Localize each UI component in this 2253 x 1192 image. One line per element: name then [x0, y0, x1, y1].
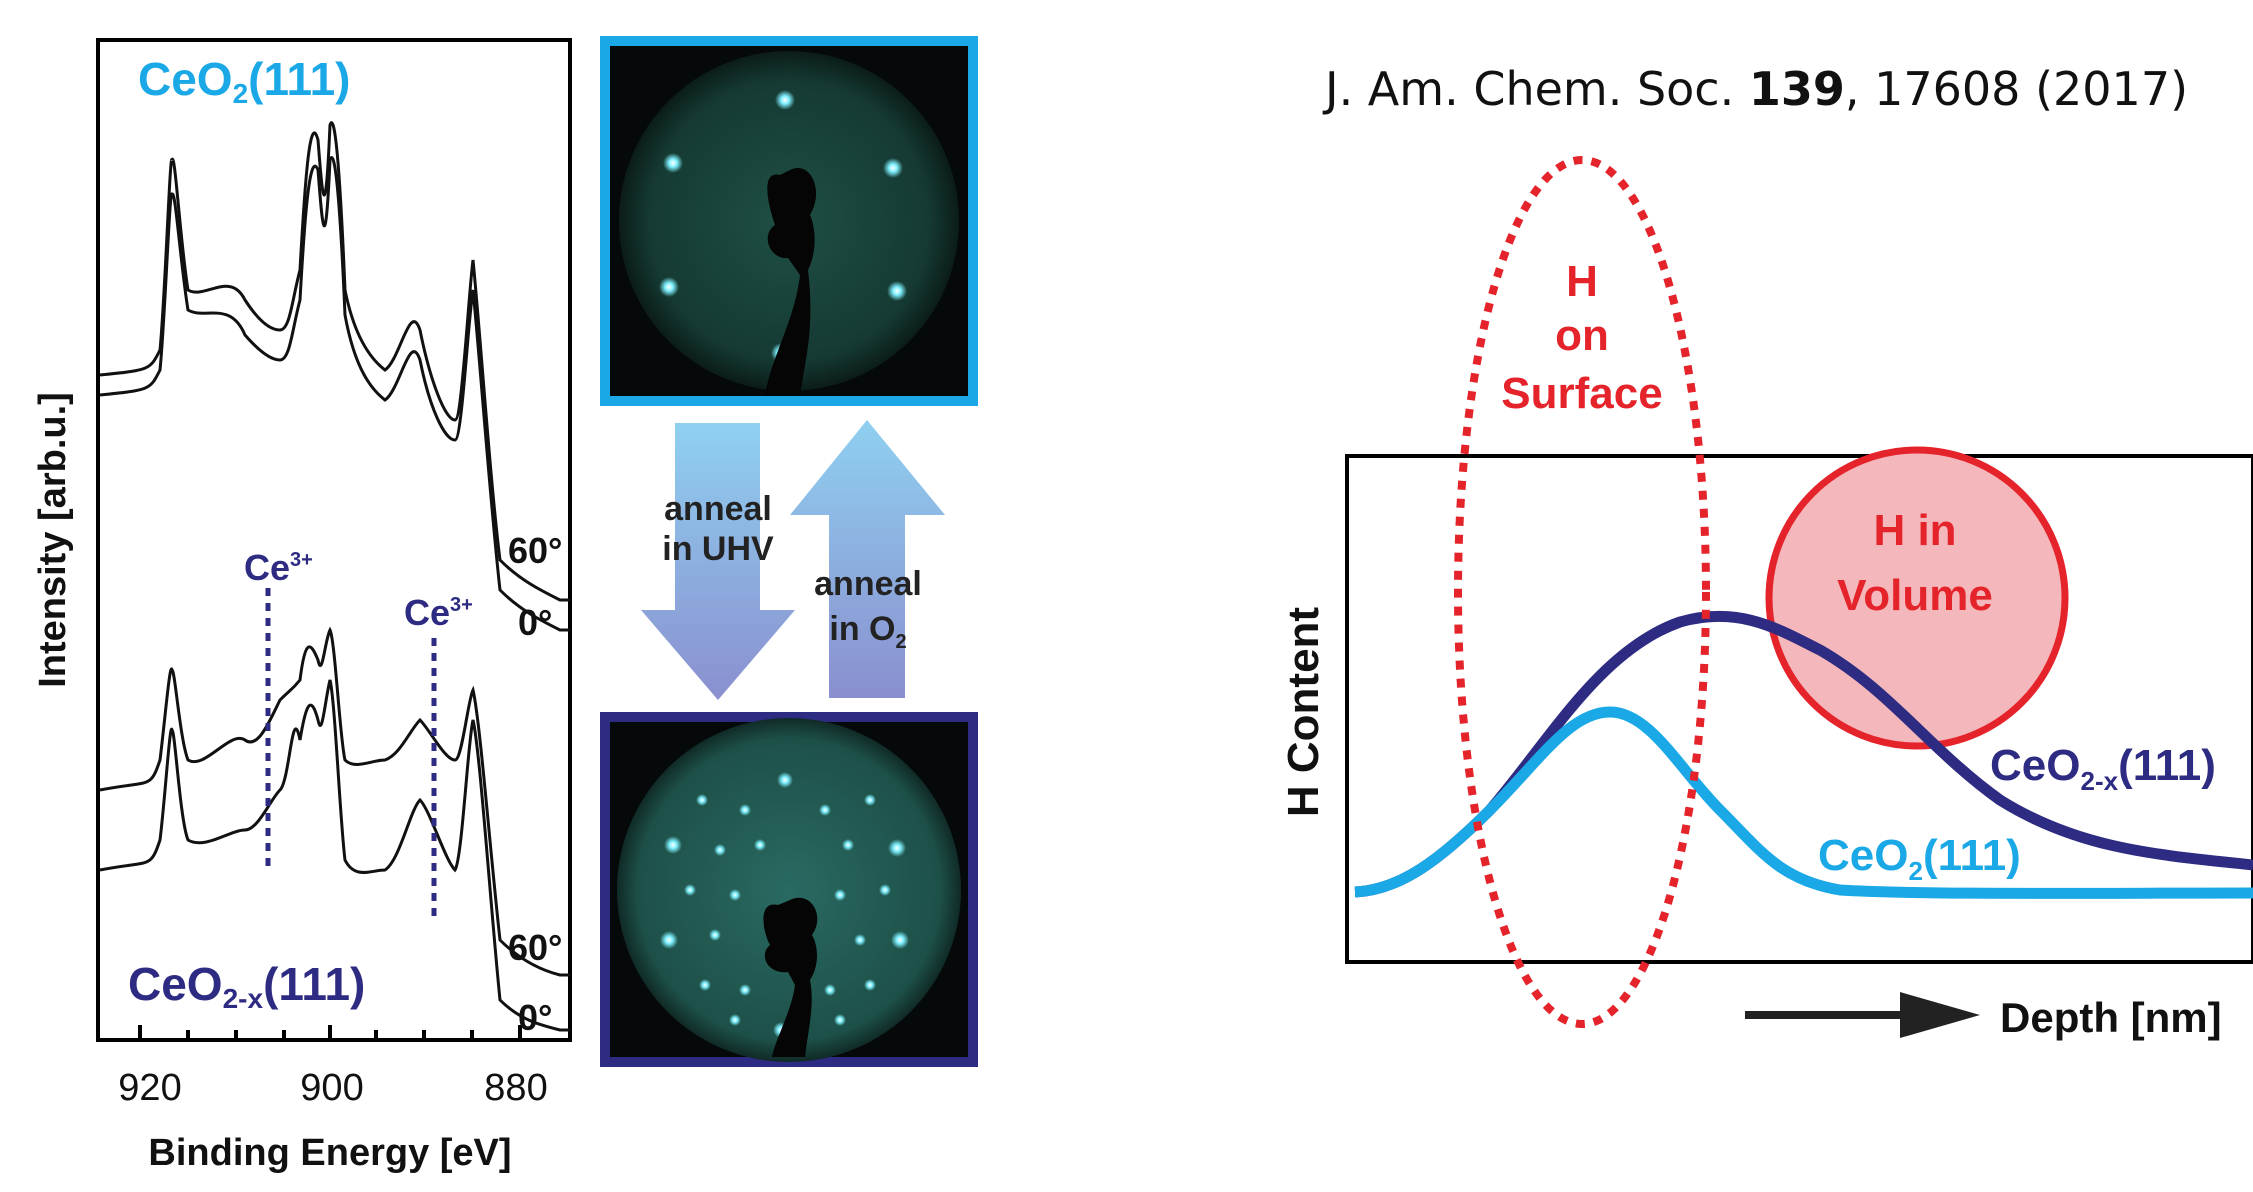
- ce3-label-left: Ce3+: [244, 547, 313, 588]
- xps-yaxis-label: Intensity [arb.u.]: [32, 392, 74, 688]
- volume-label-line1: H in: [1873, 506, 1956, 555]
- anneal-o2-arrow: [790, 420, 945, 698]
- diffraction-spot: [729, 889, 741, 901]
- surface-label-line3: Surface: [1501, 369, 1662, 418]
- diffraction-spot: [664, 836, 682, 854]
- anneal-uhv-label-line2: in UHV: [662, 530, 774, 568]
- xps-xtick-label: 880: [484, 1067, 547, 1109]
- series-label-ceo2: CeO2(111): [1818, 831, 2021, 886]
- diffraction-spot: [699, 979, 711, 991]
- angle-label: 60°: [508, 530, 562, 571]
- diffraction-spot: [864, 979, 876, 991]
- diffraction-spot: [775, 90, 795, 110]
- diffraction-spot: [777, 772, 793, 788]
- h-in-volume-circle: [1765, 446, 2069, 750]
- anneal-o2-label-line2: in O2: [829, 610, 906, 653]
- series-label-ceo2x: CeO2-x(111): [1990, 741, 2216, 796]
- schematic-yaxis-label: H Content: [1279, 607, 1328, 818]
- diffraction-spot: [854, 934, 866, 946]
- diffraction-spot: [754, 839, 766, 851]
- surface-label-line2: on: [1555, 311, 1609, 360]
- diffraction-spot: [891, 931, 909, 949]
- diffraction-spot: [879, 884, 891, 896]
- diffraction-spot: [660, 931, 678, 949]
- angle-label: 60°: [508, 927, 562, 968]
- diffraction-spot: [887, 281, 907, 301]
- leed-top-electron-gun: [765, 168, 817, 396]
- citation: J. Am. Chem. Soc. 139, 17608 (2017): [1325, 62, 2188, 116]
- anneal-uhv-arrow: [641, 423, 795, 700]
- diffraction-spot: [819, 804, 831, 816]
- diffraction-spot: [834, 1014, 846, 1026]
- diffraction-spot: [864, 794, 876, 806]
- xps-xaxis-ticks: [138, 1025, 522, 1040]
- diffraction-spot: [663, 153, 683, 173]
- xps-xtick-label: 920: [118, 1067, 181, 1109]
- xps-xaxis-label: Binding Energy [eV]: [148, 1132, 511, 1174]
- curve-ceo2: [1354, 706, 2253, 899]
- diffraction-spot: [659, 277, 679, 297]
- xps-trace-ceo2-60deg: [99, 121, 570, 602]
- diffraction-spot: [834, 889, 846, 901]
- anneal-o2-label-line1: anneal: [814, 565, 922, 603]
- diffraction-spot: [739, 984, 751, 996]
- xps-frame: [96, 38, 572, 1042]
- diffraction-spot: [709, 929, 721, 941]
- surface-label-line1: H: [1566, 257, 1598, 306]
- xps-angle-labels: 60° 0° 60° 0°: [508, 530, 562, 1038]
- diffraction-spot: [888, 839, 906, 857]
- h-on-surface-label: H on Surface: [1501, 257, 1662, 418]
- diffraction-spot: [696, 794, 708, 806]
- diffraction-spot: [739, 804, 751, 816]
- xps-xtick-labels: 920 900 880: [118, 1067, 547, 1109]
- xps-panel: 920 900 880 Binding Energy [eV] Intensit…: [32, 38, 572, 1174]
- diffraction-spot: [824, 984, 836, 996]
- xps-trace-ceo2-0deg: [99, 156, 570, 632]
- h-in-volume-label: H in Volume: [1837, 506, 1993, 620]
- ce3-label-right: Ce3+: [404, 592, 473, 633]
- volume-label-line2: Volume: [1837, 571, 1993, 620]
- xps-trace-ceo2x-60deg: [99, 626, 570, 977]
- diffraction-spot: [684, 884, 696, 896]
- angle-label: 0°: [518, 997, 552, 1038]
- diffraction-spot: [714, 844, 726, 856]
- diffraction-spot: [842, 839, 854, 851]
- xps-label-ceo2x: CeO2-x(111): [128, 958, 365, 1014]
- angle-label: 0°: [518, 602, 552, 643]
- anneal-uhv-label-line1: anneal: [664, 490, 772, 528]
- xps-trace-ceo2x-0deg: [99, 679, 570, 1032]
- schematic-panel: H on Surface H in Volume CeO2-x(111) CeO…: [1279, 156, 2253, 1041]
- leed-top: [600, 36, 978, 406]
- leed-bottom-electron-gun: [763, 897, 818, 1057]
- xps-xtick-label: 900: [300, 1067, 363, 1109]
- citation-pages-year: , 17608 (2017): [1844, 62, 2189, 116]
- xps-label-ceo2: CeO2(111): [138, 53, 350, 109]
- leed-bottom: [600, 712, 978, 1067]
- citation-journal: J. Am. Chem. Soc.: [1325, 62, 1749, 116]
- schematic-xaxis-label: Depth [nm]: [2000, 994, 2222, 1041]
- anneal-arrows: anneal in UHV anneal in O2: [641, 420, 945, 700]
- diffraction-spot: [729, 1014, 741, 1026]
- depth-arrow-head: [1900, 992, 1980, 1038]
- citation-volume: 139: [1748, 62, 1845, 116]
- diffraction-spot: [883, 158, 903, 178]
- schematic-frame: [1345, 454, 2253, 964]
- h-on-surface-ellipse: [1454, 156, 1710, 1028]
